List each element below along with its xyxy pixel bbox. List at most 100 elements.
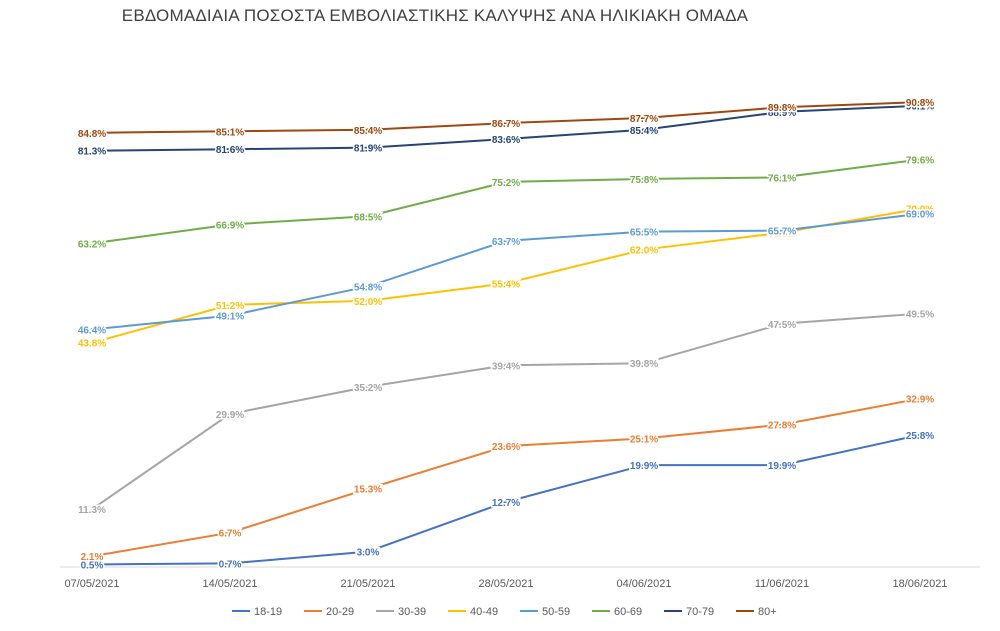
data-point	[918, 157, 922, 161]
data-point	[90, 554, 94, 558]
data-point	[366, 284, 370, 288]
data-point	[642, 361, 646, 365]
legend-label: 80+	[758, 606, 777, 618]
data-label: 87.7%	[630, 114, 658, 125]
data-label: 90.8%	[906, 98, 934, 109]
data-point	[780, 105, 784, 109]
data-label: 27.8%	[768, 421, 796, 432]
data-label: 3.0%	[357, 548, 380, 559]
data-label: 88.9%	[768, 108, 796, 119]
data-point	[642, 436, 646, 440]
data-label: 70.0%	[906, 205, 934, 216]
x-tick-label: 07/05/2021	[64, 578, 119, 590]
data-point	[228, 222, 232, 226]
data-label: 19.9%	[630, 461, 658, 472]
data-point	[504, 444, 508, 448]
data-label: 83.6%	[492, 135, 520, 146]
data-label: 84.8%	[78, 129, 106, 140]
data-label: 49.1%	[216, 312, 244, 323]
data-label: 43.8%	[78, 339, 106, 350]
data-label: 6.7%	[219, 529, 242, 540]
data-label: 19.9%	[768, 461, 796, 472]
series-18-19: 0.5% 0.7% 3.0% 12.7% 19.9% 19.9% 25.8%	[79, 429, 936, 573]
data-point	[228, 303, 232, 307]
data-point	[918, 212, 922, 216]
data-point	[228, 412, 232, 416]
data-point	[504, 363, 508, 367]
data-point	[642, 463, 646, 467]
data-point	[366, 487, 370, 491]
data-label: 46.4%	[78, 325, 106, 336]
data-point	[366, 214, 370, 218]
data-point	[504, 180, 508, 184]
legend-item: 18-19	[232, 606, 282, 618]
data-point	[780, 423, 784, 427]
data-label: 65.5%	[630, 228, 658, 239]
data-label: 32.9%	[906, 395, 934, 406]
data-label: 63.2%	[78, 239, 106, 250]
data-label: 86.7%	[492, 119, 520, 130]
data-label: 66.9%	[216, 220, 244, 231]
data-point	[918, 397, 922, 401]
data-point	[642, 248, 646, 252]
data-label: 12.7%	[492, 498, 520, 509]
data-label: 49.5%	[906, 310, 934, 321]
data-label: 47.5%	[768, 320, 796, 331]
data-label: 85.4%	[630, 126, 658, 137]
data-label: 81.9%	[354, 144, 382, 155]
data-label: 0.5%	[81, 560, 104, 571]
data-label: 54.8%	[354, 282, 382, 293]
legend-item: 80+	[736, 606, 777, 618]
data-label: 29.9%	[216, 410, 244, 421]
data-point	[780, 463, 784, 467]
legend-label: 20-29	[326, 606, 354, 618]
data-label: 25.1%	[630, 434, 658, 445]
series-70-79: 81.3% 81.6% 81.9% 83.6% 85.4% 88.9% 90.1%	[76, 100, 935, 159]
data-label: 81.6%	[216, 145, 244, 156]
data-label: 51.2%	[216, 301, 244, 312]
data-point	[90, 562, 94, 566]
data-point	[366, 550, 370, 554]
series-50-59: 46.4% 49.1% 54.8% 63.7% 65.5% 65.7% 69.0%	[76, 208, 935, 338]
series-40-49: 43.8%51.2% 52.0%55.4%62.0%65.3%70.0%	[76, 203, 935, 351]
data-point	[366, 128, 370, 132]
data-point	[366, 146, 370, 150]
data-label: 35.2%	[354, 383, 382, 394]
data-point	[918, 104, 922, 108]
data-point	[90, 327, 94, 331]
data-label: 0.7%	[219, 559, 242, 570]
data-point	[780, 229, 784, 233]
data-point	[504, 239, 508, 243]
series-80+: 84.8% 85.1% 85.4% 86.7% 87.7% 89.8% 90.8%	[76, 97, 935, 142]
data-point	[228, 561, 232, 565]
x-tick-label: 28/05/2021	[478, 578, 533, 590]
legend-label: 18-19	[254, 606, 282, 618]
data-point	[642, 116, 646, 120]
legend-item: 40-49	[448, 606, 498, 618]
data-point	[642, 230, 646, 234]
data-point	[918, 207, 922, 211]
data-point	[642, 128, 646, 132]
data-label: 68.5%	[354, 212, 382, 223]
x-tick-label: 18/06/2021	[892, 578, 947, 590]
data-point	[918, 100, 922, 104]
data-point	[780, 175, 784, 179]
data-point	[228, 314, 232, 318]
data-label: 63.7%	[492, 237, 520, 248]
data-label: 15.3%	[354, 485, 382, 496]
data-label: 2.1%	[81, 552, 104, 563]
x-axis-ticks: 07/05/2021 14/05/2021 21/05/2021 28/05/2021…	[64, 578, 947, 590]
legend-item: 50-59	[520, 606, 570, 618]
legend-item: 70-79	[664, 606, 714, 618]
data-point	[228, 147, 232, 151]
data-label: 23.6%	[492, 442, 520, 453]
data-point	[90, 149, 94, 153]
data-label: 25.8%	[906, 431, 934, 442]
x-tick-label: 11/06/2021	[755, 578, 809, 590]
data-point	[366, 299, 370, 303]
data-label: 81.3%	[78, 147, 106, 158]
data-point	[780, 110, 784, 114]
data-point	[90, 341, 94, 345]
legend-label: 70-79	[686, 606, 714, 618]
